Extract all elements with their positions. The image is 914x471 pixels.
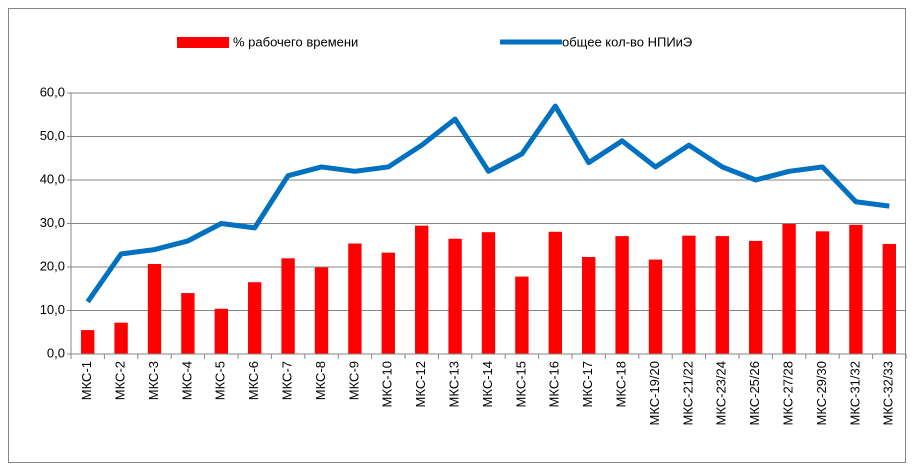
- bar: [381, 252, 395, 354]
- bar: [749, 240, 763, 354]
- bar: [448, 238, 462, 354]
- bar: [648, 259, 663, 354]
- x-tick-label: МКС-31/32: [847, 361, 862, 426]
- bar: [314, 267, 329, 354]
- y-tick-label: 30,0: [40, 215, 65, 230]
- x-tick-label: МКС-25/26: [747, 361, 762, 426]
- legend-label: % рабочего времени: [233, 34, 358, 49]
- bar: [348, 243, 362, 354]
- x-tick-label: МКС-2: [113, 361, 128, 400]
- bar: [515, 276, 529, 354]
- bar: [815, 231, 830, 354]
- bar: [214, 308, 228, 354]
- x-tick-label: МКС-23/24: [714, 361, 729, 426]
- y-tick-label: 60,0: [40, 84, 65, 99]
- x-tick-label: МКС-19/20: [647, 361, 662, 426]
- x-tick-label: МКС-6: [246, 361, 261, 400]
- y-tick-label: 20,0: [40, 258, 65, 273]
- bar: [582, 256, 596, 354]
- y-tick-label: 0,0: [47, 345, 65, 360]
- bar: [181, 293, 195, 354]
- x-tick-label: МКС-1: [79, 361, 94, 400]
- x-tick-label: МКС-21/22: [680, 361, 695, 426]
- line: [85, 103, 890, 304]
- bar: [682, 235, 696, 354]
- x-tick-label: МКС-27/28: [781, 361, 796, 426]
- x-tick-label: МКС-8: [313, 361, 328, 400]
- x-tick-label: МКС-9: [346, 361, 361, 400]
- x-tick-label: МКС-4: [179, 361, 194, 400]
- bar: [481, 232, 496, 354]
- x-tick-label: МКС-29/30: [814, 361, 829, 426]
- x-tick-label: МКС-32/33: [881, 361, 896, 426]
- bar: [114, 322, 128, 354]
- x-tick-label: МКС-5: [213, 361, 228, 400]
- bar: [782, 223, 796, 354]
- x-tick-label: МКС-17: [580, 361, 595, 407]
- bar: [882, 243, 896, 354]
- x-tick-label: МКС-18: [614, 361, 629, 407]
- bar: [248, 282, 262, 354]
- bar: [281, 258, 295, 354]
- x-tick-label: МКС-7: [280, 361, 295, 400]
- bar: [548, 231, 562, 354]
- bar: [147, 263, 162, 354]
- x-tick-label: МКС-15: [513, 361, 528, 407]
- y-tick-label: 10,0: [40, 302, 65, 317]
- bar: [715, 236, 729, 354]
- x-tick-label: МКС-14: [480, 361, 495, 407]
- y-tick-label: 50,0: [40, 128, 65, 143]
- x-tick-label: МКС-3: [146, 361, 161, 400]
- x-tick-label: МКС-12: [413, 361, 428, 407]
- x-tick-label: МКС-16: [547, 361, 562, 407]
- bar: [415, 225, 429, 354]
- bar: [615, 236, 629, 354]
- chart-border: [8, 8, 906, 463]
- y-tick-label: 40,0: [40, 171, 65, 186]
- x-tick-label: МКС-13: [447, 361, 462, 407]
- legend-label: общее кол-во НПИиЭ: [562, 34, 692, 49]
- bar: [81, 330, 95, 354]
- legend-swatch: [177, 37, 229, 48]
- bar: [849, 224, 863, 354]
- x-tick-label: МКС-10: [380, 361, 395, 407]
